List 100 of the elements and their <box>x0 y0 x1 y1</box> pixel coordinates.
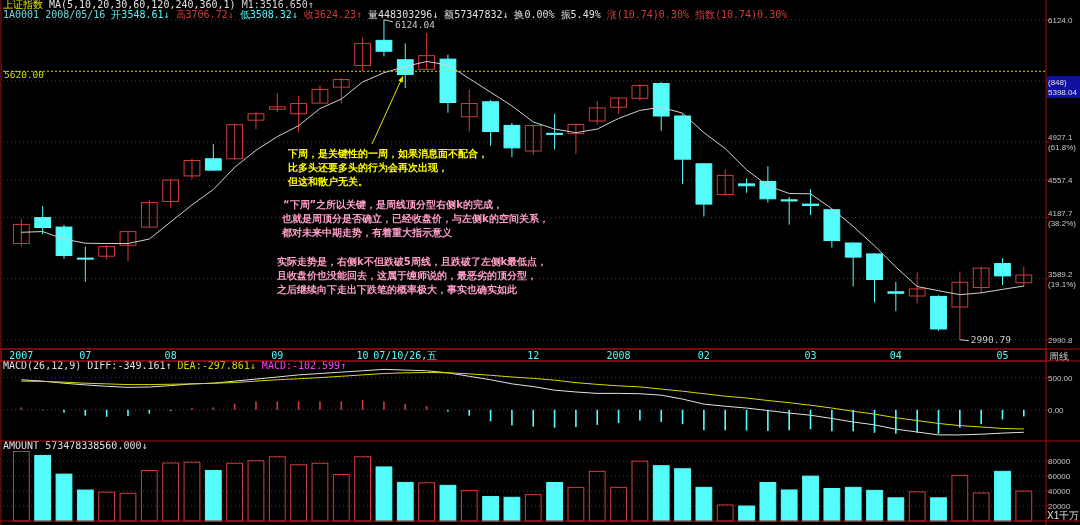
x-tick-label: 12 <box>527 350 540 361</box>
bar <box>887 497 905 522</box>
y-axis-title: X1千万 <box>1047 510 1080 521</box>
bar <box>503 496 521 522</box>
candlestick <box>546 113 563 150</box>
x-tick-label: 05 <box>996 350 1009 361</box>
series-label: DIFF:-349.161↑ <box>87 360 172 371</box>
chart-title: MACD(26,12,9) <box>3 360 82 371</box>
x-tick-label: 02 <box>697 350 710 361</box>
y-tick-label: 4557.4 <box>1048 175 1074 185</box>
bar <box>482 496 499 522</box>
x-axis-title: 周线 <box>1049 351 1069 362</box>
bar <box>759 482 777 522</box>
candlestick <box>418 32 435 71</box>
annotation: 实际走势是，右侧k不但跌破5周线，且跌破了左侧k最低点， <box>277 256 548 267</box>
bar <box>951 474 969 522</box>
bar <box>226 462 244 522</box>
x-tick-label: 09 <box>271 350 284 361</box>
bar <box>183 461 201 522</box>
annotation: 量448303296↓ 额57347832↓ 换0.00% 振5.49% <box>368 8 601 20</box>
annotation: 2990.79 <box>970 333 1012 345</box>
annotation: 6124.04 <box>394 18 436 30</box>
candlestick <box>631 83 649 102</box>
bar <box>12 450 30 522</box>
bar <box>674 468 691 522</box>
bar <box>631 460 649 522</box>
bar <box>844 486 862 522</box>
x-tick-label: 2007 <box>9 350 34 361</box>
bar <box>76 489 94 522</box>
bar <box>204 470 222 522</box>
annotation: 下周，是关键性的一周，如果消息面不配合， <box>287 148 488 159</box>
y-tick-label: 80000 <box>1048 457 1071 467</box>
bar <box>439 484 457 522</box>
x-tick-label: 07 <box>79 350 92 361</box>
bar <box>396 481 414 522</box>
y-tick-label: 4187.7 (38.2%) <box>1048 208 1077 228</box>
candlestick <box>759 165 777 204</box>
candlestick <box>588 100 606 125</box>
candlestick <box>162 178 180 209</box>
bar <box>140 470 158 522</box>
text: (848) <box>1048 78 1068 87</box>
bar <box>268 456 286 522</box>
candlestick <box>887 281 905 312</box>
ref-line-label: 5620.00 <box>4 69 45 81</box>
candlestick <box>354 37 371 72</box>
candlestick <box>311 84 329 104</box>
bar <box>588 470 606 522</box>
candlestick <box>183 158 201 180</box>
bar <box>908 491 926 522</box>
text: M1:3516.650↑ <box>241 0 314 10</box>
bar <box>930 497 947 522</box>
candlestick <box>375 19 393 57</box>
candlestick <box>567 123 585 155</box>
bar <box>332 474 350 522</box>
candlestick <box>1015 266 1033 288</box>
candlestick <box>119 231 137 262</box>
candlestick <box>524 123 542 156</box>
bar <box>994 470 1011 522</box>
bar <box>823 487 841 522</box>
annotation: “下周”之所以关键，是周线顶分型右侧k的完成， <box>283 199 503 210</box>
candlestick <box>247 111 265 130</box>
y-tick-label: 40000 <box>1048 487 1071 497</box>
bar <box>972 492 990 522</box>
bar <box>610 486 627 522</box>
y-tick-label: 500.00 <box>1048 373 1074 383</box>
annotation: 但这和散户无关。 <box>287 176 368 187</box>
y-tick-label: 4927.1 (61.8%) <box>1048 133 1077 153</box>
y-tick-label: 3589.2 (19.1%) <box>1048 269 1077 289</box>
annotation: 都对未来中期走势，有着重大指示意义 <box>281 227 453 238</box>
candlestick <box>34 205 52 235</box>
bar <box>247 460 265 522</box>
x-tick-label: 04 <box>889 350 902 361</box>
candlestick <box>290 95 308 134</box>
candlestick <box>908 271 926 304</box>
bar <box>290 464 308 522</box>
candlestick <box>268 92 286 113</box>
bar <box>354 456 371 522</box>
x-tick-label: 10 <box>356 350 369 361</box>
bar <box>1015 490 1033 522</box>
bar <box>738 505 755 522</box>
annotation: MACD:-102.599↑ <box>261 360 347 371</box>
bar <box>866 489 883 522</box>
annotation: 也就是周顶分是否确立，已经收盘价，与左侧k的空间关系， <box>281 213 549 224</box>
bar <box>802 475 819 522</box>
bar <box>780 489 798 522</box>
y-tick-label: 2990.8 <box>1048 335 1074 345</box>
candlestick <box>503 122 521 158</box>
x-tick-label: 2008 <box>606 350 631 361</box>
annotation: 且收盘价也没能回去，这属于缠师说的，最恶劣的顶分型， <box>276 270 537 281</box>
candlestick <box>226 123 244 161</box>
x-tick-label: 08 <box>164 350 177 361</box>
series-label: DEA:-297.861↓ <box>177 360 256 371</box>
bar <box>55 473 73 522</box>
candlestick <box>332 77 350 105</box>
annotation: 比多头还要多头的行为会再次出现， <box>288 162 448 173</box>
bar <box>546 482 563 522</box>
chart-title: 上证指数 <box>3 0 43 10</box>
y-tick-label: 6124.0 <box>1048 15 1074 25</box>
candlestick <box>994 257 1011 286</box>
x-tick-label: 07/10/26,五 <box>373 350 438 361</box>
